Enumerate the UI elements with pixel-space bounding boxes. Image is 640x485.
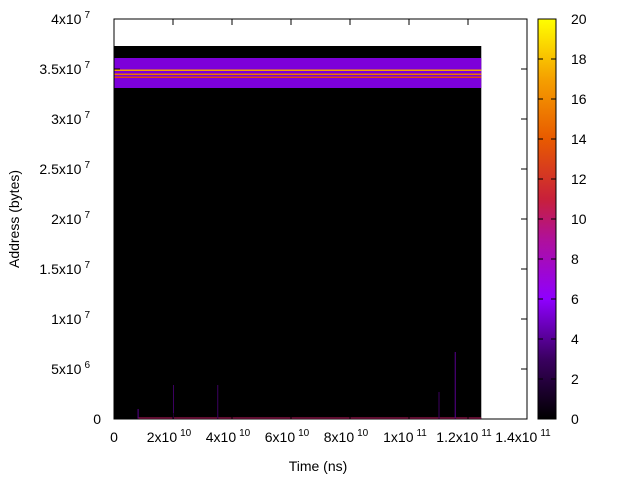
y-tick-label: 2x10 7 <box>51 210 90 227</box>
colorbar-tick-label: 6 <box>571 291 579 307</box>
y-tick-label: 1x10 7 <box>51 310 90 327</box>
heatmap-band-3 <box>114 76 482 78</box>
x-tick-label: 4x10 10 <box>206 428 251 445</box>
x-tick-label: 1.2x10 11 <box>436 428 492 445</box>
colorbar-tick-label: 20 <box>571 11 587 27</box>
x-tick-label: 6x10 10 <box>265 428 310 445</box>
heatmap-spike-3 <box>438 392 440 419</box>
heatmap-band-4 <box>137 417 482 419</box>
colorbar-tick-label: 0 <box>571 411 579 427</box>
heatmap-spike-2 <box>217 385 219 419</box>
colorbar-tick-label: 18 <box>571 51 587 67</box>
heatmap-spike-4 <box>454 352 456 419</box>
y-tick-label: 2.5x10 7 <box>39 160 90 177</box>
y-tick-label: 3x10 7 <box>51 110 90 127</box>
colorbar-tick-label: 16 <box>571 91 587 107</box>
x-tick-label: 0 <box>110 429 118 445</box>
x-tick-label: 8x10 10 <box>324 428 369 445</box>
y-tick-label: 4x10 7 <box>51 10 90 27</box>
heatmap-band-0 <box>114 58 482 88</box>
colorbar-tick-label: 8 <box>571 251 579 267</box>
colorbar-tick-label: 2 <box>571 371 579 387</box>
heatmap-band-1 <box>114 69 482 71</box>
x-tick-label: 1.4x10 11 <box>495 428 551 445</box>
colorbar-tick-label: 12 <box>571 171 587 187</box>
heatmap-spike-1 <box>173 385 174 419</box>
y-tick-label: 3.5x10 7 <box>39 60 90 77</box>
x-tick-label: 1x10 11 <box>383 428 427 445</box>
heatmap-band-2 <box>114 73 482 75</box>
x-axis-label: Time (ns) <box>289 458 348 474</box>
y-tick-label: 0 <box>93 411 101 427</box>
colorbar-tick-label: 10 <box>571 211 587 227</box>
heatmap-background <box>114 46 482 419</box>
heatmap-spike-0 <box>137 409 139 419</box>
y-axis-label: Address (bytes) <box>6 170 22 268</box>
colorbar-tick-label: 4 <box>571 331 579 347</box>
y-tick-label: 5x10 6 <box>51 360 90 377</box>
y-tick-label: 1.5x10 7 <box>39 260 90 277</box>
colorbar-tick-label: 14 <box>571 131 587 147</box>
x-tick-label: 2x10 10 <box>147 428 192 445</box>
